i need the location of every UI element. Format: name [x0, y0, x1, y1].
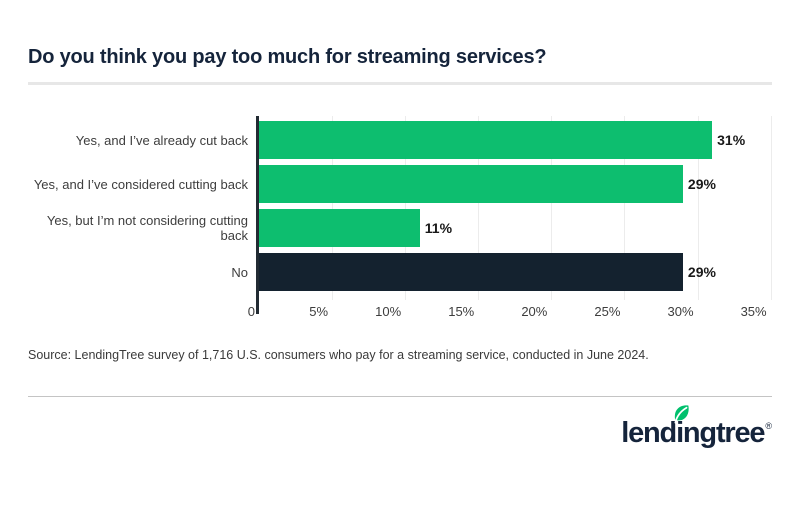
bar: 11%	[259, 209, 452, 247]
chart-rows: Yes, and I’ve already cut back 31% Yes, an…	[28, 121, 775, 297]
value-label: 31%	[717, 132, 746, 148]
bar: 31%	[259, 121, 745, 159]
category-label: Yes, and I’ve already cut back	[75, 132, 248, 148]
bar-area: 29%	[259, 253, 775, 291]
bar: 29%	[259, 165, 716, 203]
value-label: 29%	[687, 176, 716, 192]
footer-divider	[28, 396, 772, 397]
bar-area: 31%	[259, 121, 775, 159]
footer: lend i ngtree ®	[28, 397, 772, 468]
logo-text-part1: lend	[621, 416, 677, 449]
category-label: Yes, but I’m not considering cutting bac…	[46, 213, 248, 243]
value-label: 11%	[424, 220, 453, 236]
chart-row: Yes, and I’ve already cut back 31%	[28, 121, 775, 159]
chart-row: No 29%	[28, 253, 775, 291]
registered-mark: ®	[765, 420, 772, 431]
chart-grid	[259, 116, 775, 300]
title-divider	[28, 82, 772, 85]
bar-chart: Yes, and I’ve already cut back 31% Yes, an…	[28, 116, 775, 322]
gridline	[624, 116, 626, 300]
y-axis-line	[256, 116, 259, 314]
category-label: Yes, and I’ve considered cutting back	[33, 176, 248, 192]
value-label: 29%	[687, 264, 716, 280]
bar-area: 11%	[259, 209, 775, 247]
x-axis-tick-label: 0	[247, 304, 255, 319]
x-axis-tick-label: 35%	[740, 304, 767, 319]
bar-area: 29%	[259, 165, 775, 203]
logo-text-i: i	[674, 404, 689, 450]
gridline	[551, 116, 553, 300]
category-label: No	[231, 264, 248, 280]
page-title: Do you think you pay too much for stream…	[28, 46, 547, 68]
gridline	[770, 116, 772, 300]
x-axis-tick-label: 20%	[521, 304, 548, 319]
chart-row: Yes, but I’m not considering cutting bac…	[28, 209, 775, 247]
x-axis-tick-label: 25%	[594, 304, 621, 319]
x-axis-tick-label: 15%	[448, 304, 475, 319]
chart-row: Yes, and I’ve considered cutting back 29%	[28, 165, 775, 203]
leaf-icon	[674, 404, 689, 424]
gridline	[405, 116, 407, 300]
infographic-card: Do you think you pay too much for stream…	[0, 44, 800, 468]
logo-text-part3: ngtree	[682, 416, 766, 449]
gridline	[332, 116, 334, 300]
lendingtree-logo-text: lend i ngtree	[621, 404, 766, 450]
gridline	[697, 116, 699, 300]
lendingtree-logo: lend i ngtree ®	[621, 404, 772, 450]
x-axis-tick-label: 30%	[667, 304, 694, 319]
x-axis-tick-label: 10%	[375, 304, 402, 319]
bar: 29%	[259, 253, 716, 291]
x-axis-tick-label: 5%	[309, 304, 329, 319]
x-axis-ticks: 0 5% 10% 15% 20% 25% 30% 35%	[248, 304, 775, 320]
source-note: Source: LendingTree survey of 1,716 U.S.…	[28, 348, 649, 362]
gridline	[478, 116, 480, 300]
